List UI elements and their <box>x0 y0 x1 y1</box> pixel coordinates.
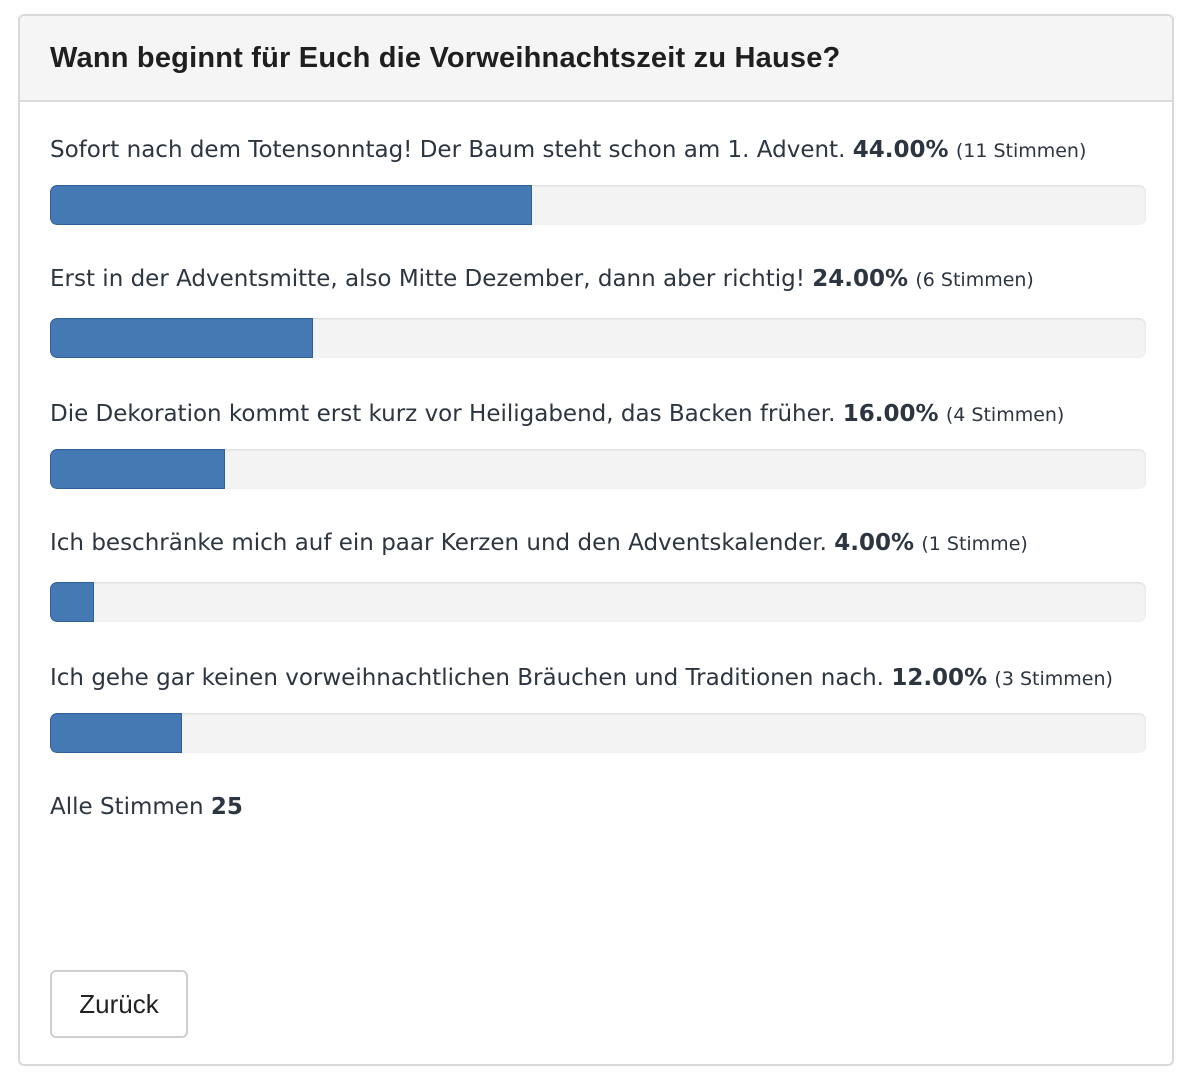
option-label: Sofort nach dem Totensonntag! Der Baum s… <box>50 137 846 163</box>
poll-option-text: Erst in der Adventsmitte, also Mitte Dez… <box>50 261 1142 298</box>
option-votes: (11 Stimmen) <box>955 140 1087 162</box>
poll-title: Wann beginnt für Euch die Vorweihnachtsz… <box>50 41 841 74</box>
poll-option-text: Sofort nach dem Totensonntag! Der Baum s… <box>50 132 1142 169</box>
option-votes: (6 Stimmen) <box>915 269 1034 291</box>
option-label: Erst in der Adventsmitte, also Mitte Dez… <box>50 266 805 292</box>
poll-body: Sofort nach dem Totensonntag! Der Baum s… <box>20 132 1172 825</box>
poll-results-panel: Wann beginnt für Euch die Vorweihnachtsz… <box>18 14 1174 1066</box>
result-bar-fill <box>50 449 226 489</box>
option-percent: 44.00% <box>852 137 949 163</box>
option-label: Ich beschränke mich auf ein paar Kerzen … <box>50 530 827 556</box>
poll-option: Ich gehe gar keinen vorweihnachtlichen B… <box>50 660 1146 753</box>
total-votes-line: Alle Stimmen 25 <box>50 789 1142 825</box>
result-bar-fill <box>50 185 533 225</box>
result-bar-fill <box>50 582 94 622</box>
poll-option: Die Dekoration kommt erst kurz vor Heili… <box>50 396 1146 489</box>
result-bar-fill <box>50 318 314 358</box>
option-votes: (4 Stimmen) <box>945 404 1065 426</box>
result-bar-track <box>50 713 1146 753</box>
result-bar-track <box>50 449 1146 489</box>
poll-header: Wann beginnt für Euch die Vorweihnachtsz… <box>20 16 1172 102</box>
result-bar-track <box>50 582 1146 622</box>
option-percent: 24.00% <box>812 266 909 292</box>
total-votes-label: Alle Stimmen <box>50 794 204 820</box>
poll-option-text: Ich beschränke mich auf ein paar Kerzen … <box>50 525 1142 562</box>
back-button[interactable]: Zurück <box>50 970 188 1038</box>
poll-option: Erst in der Adventsmitte, also Mitte Dez… <box>50 261 1146 358</box>
option-percent: 12.00% <box>891 665 988 691</box>
option-label: Ich gehe gar keinen vorweihnachtlichen B… <box>50 665 884 691</box>
result-bar-track <box>50 318 1146 358</box>
total-votes-count: 25 <box>210 794 243 820</box>
result-bar-track <box>50 185 1146 225</box>
poll-option-text: Ich gehe gar keinen vorweihnachtlichen B… <box>50 660 1142 697</box>
poll-option-text: Die Dekoration kommt erst kurz vor Heili… <box>50 396 1142 433</box>
option-label: Die Dekoration kommt erst kurz vor Heili… <box>50 401 836 427</box>
result-bar-fill <box>50 713 182 753</box>
option-percent: 16.00% <box>842 401 939 427</box>
poll-option: Sofort nach dem Totensonntag! Der Baum s… <box>50 132 1146 225</box>
option-votes: (3 Stimmen) <box>994 668 1113 690</box>
option-percent: 4.00% <box>834 530 915 556</box>
poll-option: Ich beschränke mich auf ein paar Kerzen … <box>50 525 1146 622</box>
option-votes: (1 Stimme) <box>921 533 1028 555</box>
